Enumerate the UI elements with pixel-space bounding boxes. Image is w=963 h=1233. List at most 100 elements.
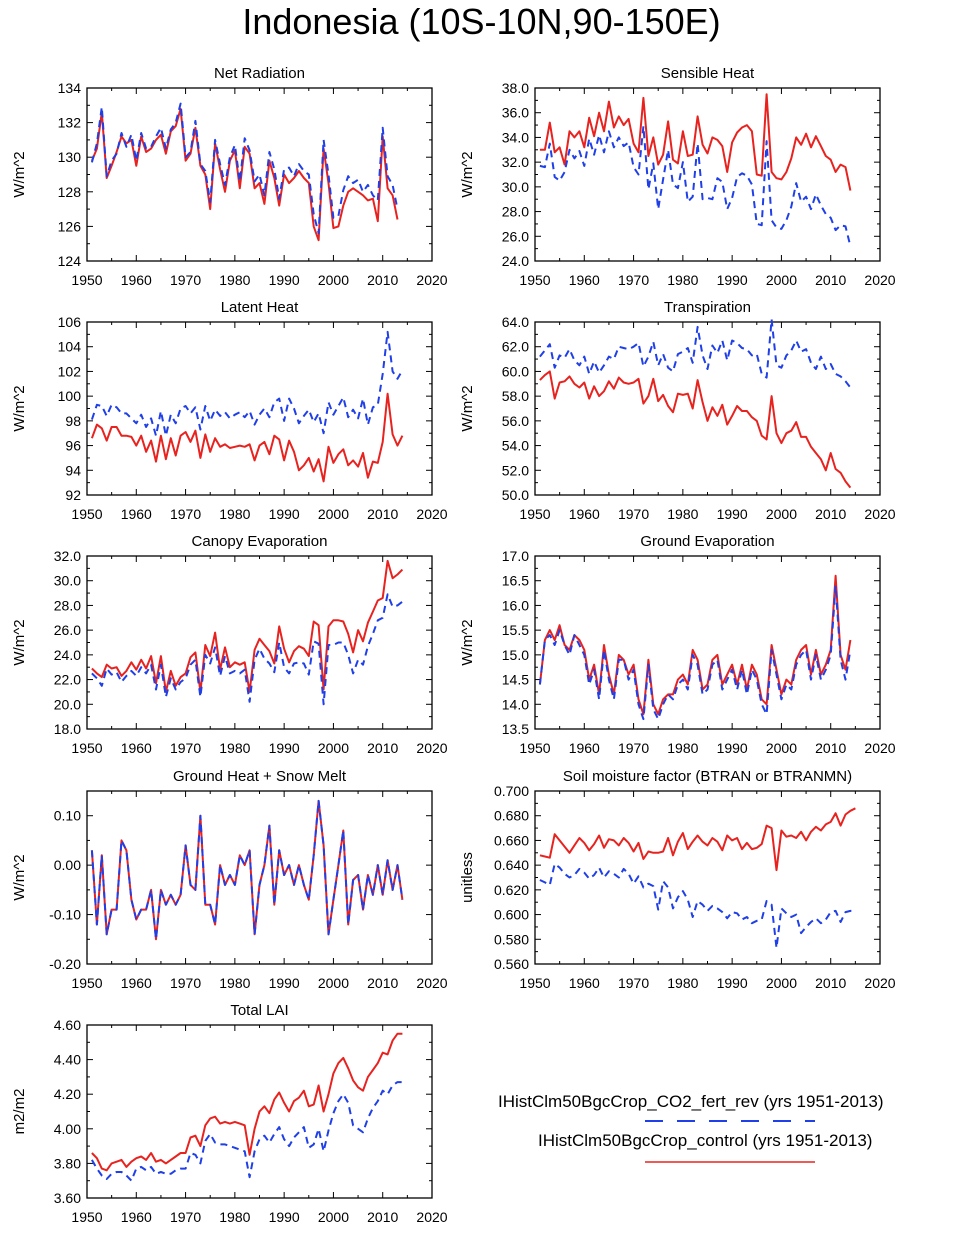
plot-frame <box>86 321 433 496</box>
y-tick-label: 3.60 <box>54 1190 81 1206</box>
x-tick-label: 1950 <box>519 975 550 991</box>
y-tick-label: 128 <box>58 184 82 200</box>
y-tick-label: 50.0 <box>502 487 529 503</box>
x-tick-label: 1970 <box>618 506 649 522</box>
series-line-co2-fert-rev <box>91 593 404 706</box>
y-tick-label: 20.0 <box>54 696 81 712</box>
y-tick-label: 32.0 <box>502 154 529 170</box>
panel-sensible-heat: Sensible Heat W/m^2 1950 1960 1970 1980 1990 20… <box>459 65 896 288</box>
y-tick-label: 62.0 <box>502 339 529 355</box>
y-tick-label: 28.0 <box>502 204 529 220</box>
y-tick-label: 15.5 <box>502 622 529 638</box>
x-tick-label: 1990 <box>269 740 300 756</box>
x-tick-label: 1960 <box>569 272 600 288</box>
y-tick-label: 104 <box>58 339 82 355</box>
series-line-co2-fert-rev <box>90 102 399 235</box>
y-tick-label: 30.0 <box>502 179 529 195</box>
y-tick-label: 0.640 <box>494 857 529 873</box>
panel-title: Sensible Heat <box>661 65 755 82</box>
y-tick-label: 30.0 <box>54 573 81 589</box>
x-tick-label: 1990 <box>717 272 748 288</box>
x-tick-label: 1980 <box>219 1209 250 1225</box>
x-tick-label: 1980 <box>219 272 250 288</box>
y-tick-label: 96 <box>65 438 81 454</box>
series-line-control <box>91 559 404 693</box>
y-tick-label: 14.5 <box>502 672 529 688</box>
y-axis-label: W/m^2 <box>459 619 476 665</box>
x-tick-label: 2000 <box>318 1209 349 1225</box>
series-line-co2-fert-rev <box>91 1081 403 1182</box>
y-tick-label: 0.620 <box>494 882 529 898</box>
y-tick-label: 36.0 <box>502 105 529 121</box>
panel-net-radiation: Net Radiation W/m^2 1950 1960 1970 1980 1990 20… <box>11 65 448 288</box>
y-tick-label: 26.0 <box>54 622 81 638</box>
x-tick-label: 1970 <box>170 506 201 522</box>
y-tick-label: 24.0 <box>54 647 81 663</box>
x-tick-label: 2020 <box>416 975 447 991</box>
x-tick-label: 2010 <box>815 740 846 756</box>
x-tick-label: 2020 <box>416 506 447 522</box>
panel-ground-evaporation: Ground Evaporation W/m^2 1950 1960 1970 1980 1… <box>459 533 896 756</box>
x-tick-label: 2000 <box>318 975 349 991</box>
x-tick-label: 2020 <box>416 740 447 756</box>
x-tick-label: 1960 <box>121 740 152 756</box>
x-tick-label: 1990 <box>717 506 748 522</box>
y-tick-label: 24.0 <box>502 253 529 269</box>
series-line-control <box>539 807 856 872</box>
x-tick-label: 1950 <box>519 272 550 288</box>
y-tick-label: 4.60 <box>54 1017 81 1033</box>
y-tick-label: 52.0 <box>502 462 529 478</box>
panel-soil-moisture-factor-btran-or-btranmn: Soil moisture factor (BTRAN or BTRANMN) u… <box>459 768 896 991</box>
plot-frame <box>534 321 881 496</box>
panel-title: Soil moisture factor (BTRAN or BTRANMN) <box>563 768 852 785</box>
y-tick-label: 132 <box>58 115 82 131</box>
y-tick-label: 126 <box>58 218 82 234</box>
y-tick-label: 0.00 <box>54 857 81 873</box>
x-tick-label: 1980 <box>219 975 250 991</box>
legend-label-co2-fert-rev: IHistClm50BgcCrop_CO2_fert_rev (yrs 1951… <box>498 1092 884 1111</box>
x-tick-label: 2010 <box>367 975 398 991</box>
y-tick-label: 38.0 <box>502 80 529 96</box>
x-tick-label: 1970 <box>170 1209 201 1225</box>
y-tick-label: 0.600 <box>494 907 529 923</box>
panel-title: Ground Heat + Snow Melt <box>173 768 347 785</box>
panel-title: Latent Heat <box>221 299 299 316</box>
y-axis-label: W/m^2 <box>11 619 28 665</box>
y-axis-label: W/m^2 <box>11 854 28 900</box>
x-tick-label: 1960 <box>121 272 152 288</box>
series-line-control <box>538 574 852 716</box>
y-tick-label: 92 <box>65 487 81 503</box>
y-tick-label: 0.660 <box>494 832 529 848</box>
y-tick-label: 0.700 <box>494 783 529 799</box>
x-tick-label: 2000 <box>318 740 349 756</box>
x-tick-label: 1990 <box>269 975 300 991</box>
y-tick-label: 32.0 <box>54 548 81 564</box>
x-tick-label: 2020 <box>864 975 895 991</box>
x-tick-label: 1960 <box>121 975 152 991</box>
y-tick-label: 56.0 <box>502 413 529 429</box>
y-tick-label: 0.560 <box>494 956 529 972</box>
x-tick-label: 2010 <box>815 506 846 522</box>
plot-frame <box>534 790 881 965</box>
x-tick-label: 1990 <box>269 1209 300 1225</box>
panel-title: Net Radiation <box>214 65 305 82</box>
panel-canopy-evaporation: Canopy Evaporation W/m^2 1950 1960 1970 1980 1… <box>11 533 448 756</box>
x-tick-label: 2010 <box>367 1209 398 1225</box>
series-line-control <box>90 107 399 242</box>
y-tick-label: 0.10 <box>54 808 81 824</box>
x-tick-label: 2000 <box>766 975 797 991</box>
y-axis-label: m2/m2 <box>11 1089 28 1135</box>
x-tick-label: 1990 <box>717 740 748 756</box>
y-tick-label: 18.0 <box>54 721 81 737</box>
y-tick-label: 124 <box>58 253 82 269</box>
x-tick-label: 2020 <box>864 272 895 288</box>
x-tick-label: 1950 <box>71 1209 102 1225</box>
panel-title: Total LAI <box>230 1002 288 1019</box>
x-tick-label: 2000 <box>766 740 797 756</box>
y-tick-label: 13.5 <box>502 721 529 737</box>
x-tick-label: 1960 <box>569 975 600 991</box>
series-line-co2-fert-rev <box>539 862 856 949</box>
x-tick-label: 1980 <box>667 740 698 756</box>
y-tick-label: 60.0 <box>502 363 529 379</box>
x-tick-label: 1960 <box>569 740 600 756</box>
